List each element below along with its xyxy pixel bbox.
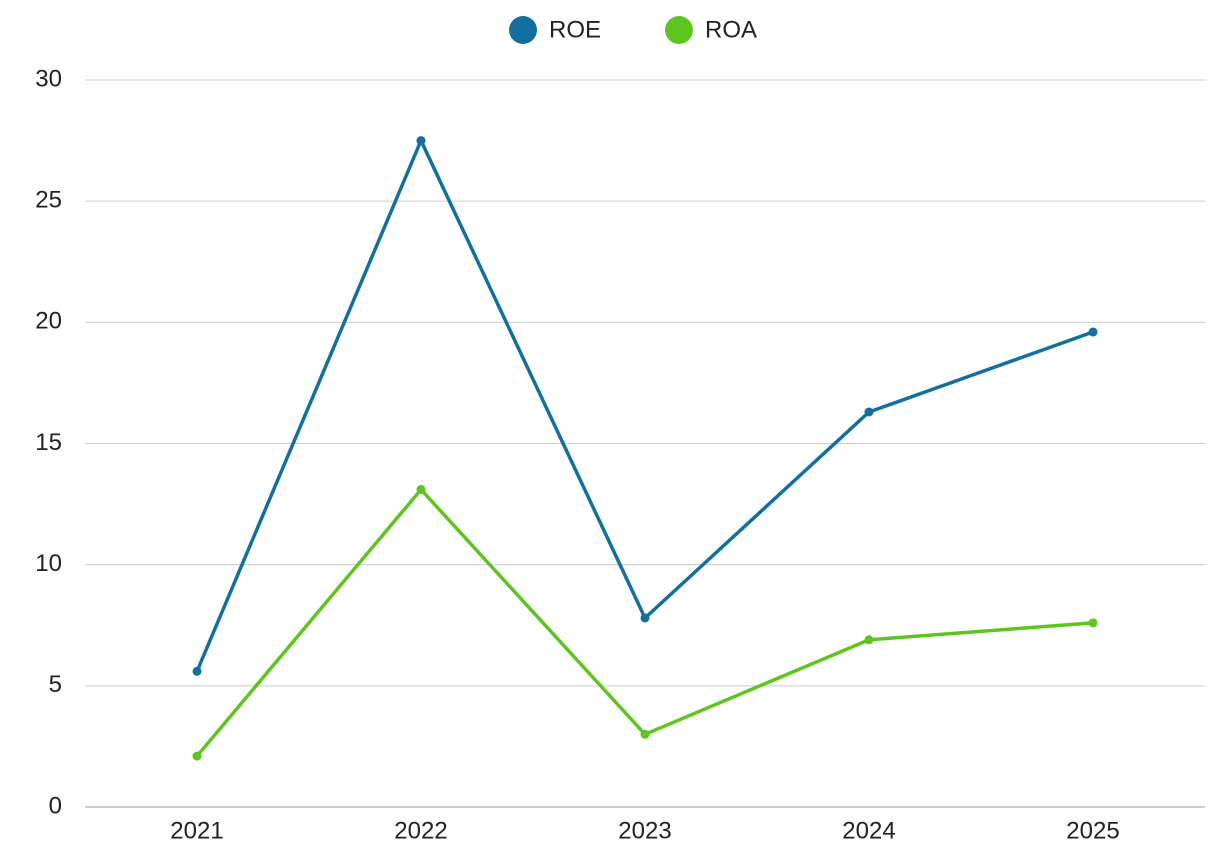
series-line xyxy=(195,136,1094,672)
y-tick-label: 25 xyxy=(35,187,62,214)
x-tick-label: 2023 xyxy=(618,817,671,844)
point xyxy=(1088,618,1098,628)
y-tick-label: 10 xyxy=(35,550,62,577)
y-tick-label: 15 xyxy=(35,429,62,456)
y-tick-label: 30 xyxy=(35,65,62,92)
point xyxy=(1088,327,1098,337)
point xyxy=(192,751,202,761)
x-tick-label: 2024 xyxy=(842,817,895,844)
legend-label: ROE xyxy=(549,16,601,43)
y-tick-label: 5 xyxy=(49,671,62,698)
point xyxy=(864,635,874,645)
point xyxy=(864,407,874,417)
point xyxy=(640,729,650,739)
point xyxy=(416,136,426,146)
point xyxy=(192,666,202,676)
legend-swatch xyxy=(509,16,537,44)
y-tick-label: 0 xyxy=(49,792,62,819)
point xyxy=(640,613,650,623)
series-line xyxy=(195,486,1094,758)
legend-swatch xyxy=(665,16,693,44)
x-tick-label: 2022 xyxy=(394,817,447,844)
y-tick-label: 20 xyxy=(35,308,62,335)
legend-label: ROA xyxy=(705,16,757,43)
x-tick-label: 2025 xyxy=(1066,817,1119,844)
point xyxy=(416,485,426,495)
x-tick-label: 2021 xyxy=(170,817,223,844)
